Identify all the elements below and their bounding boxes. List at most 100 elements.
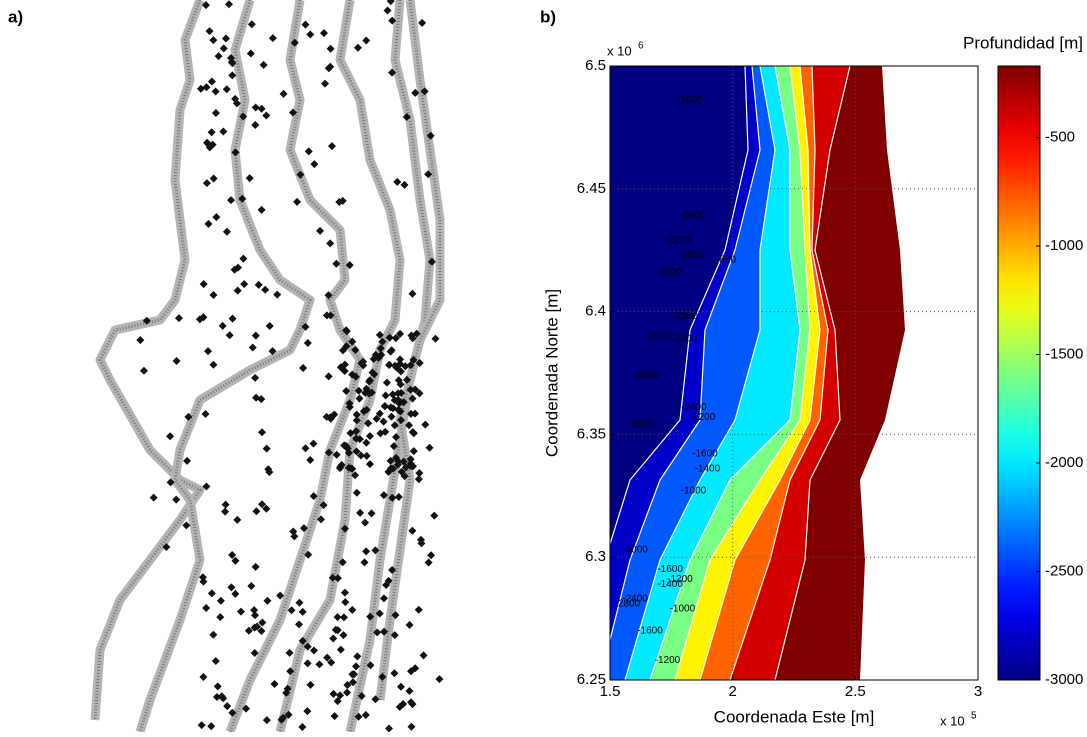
sounding-point [304,550,313,559]
sounding-point [362,547,371,556]
sounding-point [273,290,282,299]
sounding-point [431,334,440,343]
sounding-point [233,286,242,295]
sounding-point [239,112,248,121]
sounding-point [348,337,357,346]
sounding-point [227,196,236,205]
sounding-point [326,62,335,71]
contour-label: -2400 [681,402,707,413]
x-tick-label: 2 [728,683,736,700]
sounding-point [239,254,248,263]
sounding-point [257,205,266,214]
sounding-point [198,573,207,582]
sounding-point [392,453,401,462]
contour-line [699,66,821,680]
sounding-point [338,558,347,567]
sounding-point [228,314,237,323]
sounding-point [408,289,417,298]
sounding-point [252,507,261,516]
sounding-point [258,500,267,509]
sounding-point [340,588,349,597]
contour-line [610,66,749,547]
sounding-point [367,509,376,518]
sounding-point [340,524,349,533]
sounding-point [337,461,346,470]
contour-label: -1400 [695,463,721,474]
contour-label: -1000 [670,603,696,614]
sounding-point [322,311,331,320]
sounding-point [362,451,371,460]
sounding-point [182,521,191,530]
sounding-point [407,722,416,731]
x-tick-label: 3 [974,683,982,700]
sounding-point [231,148,240,157]
contour-line [610,66,761,643]
colorbar-tick-label: -2000 [1045,454,1083,471]
sounding-point [286,667,295,676]
sounding-point [301,444,310,453]
sounding-point [254,280,263,289]
sounding-point [353,43,362,52]
colorbar-tick-label: -2500 [1045,562,1083,579]
sounding-point [319,501,328,510]
sounding-point [293,197,302,206]
x-tick-label: 2.5 [845,683,866,700]
sounding-point [246,49,255,58]
sounding-point [339,631,348,640]
sounding-point [323,653,332,662]
contour-label: -1800 [678,250,704,261]
sounding-point [303,642,312,651]
sounding-point [380,402,389,411]
sounding-point [348,605,357,614]
sounding-point [380,627,389,636]
sounding-point [375,609,384,618]
colorbar [997,65,1041,681]
sounding-point [228,71,237,80]
sounding-point [262,444,271,453]
sounding-point [209,174,218,183]
sounding-point [407,698,416,707]
sounding-point [219,127,228,136]
contour-line [729,66,829,680]
sounding-point [333,697,342,706]
sounding-point [372,414,381,423]
sounding-point [388,493,397,502]
contour-label: -2400 [622,594,648,605]
sounding-point [356,451,365,460]
y-axis-label: Coordenada Norte [m] [542,289,561,457]
sounding-point [247,20,256,29]
sounding-point [221,507,230,516]
contour-line [674,66,811,680]
sounding-point [234,263,243,272]
sounding-point [209,290,218,299]
sounding-point [396,367,405,376]
y-tick-label: 6.4 [585,303,606,320]
panel-label: a) [8,7,23,26]
sounding-point [393,460,402,469]
sounding-point [205,143,214,152]
sounding-point [222,85,231,94]
sounding-point [184,412,193,421]
sounding-point [348,464,357,473]
sounding-point [212,213,221,222]
sounding-point [309,439,318,448]
sounding-point [396,355,405,364]
sounding-point [414,605,423,614]
land-outside [860,66,978,680]
sounding-point [353,652,362,661]
sounding-point [262,111,271,120]
sounding-point [299,363,308,372]
sounding-point [236,607,245,616]
sounding-point [406,455,415,464]
sounding-point [371,546,380,555]
sounding-point [365,460,374,469]
sounding-point [324,291,333,300]
sounding-point [172,495,181,504]
sounding-point [408,526,417,535]
sounding-point [388,390,397,399]
sounding-point [394,389,403,398]
sounding-point [247,581,256,590]
sounding-point [201,409,210,418]
sounding-point [298,607,307,616]
